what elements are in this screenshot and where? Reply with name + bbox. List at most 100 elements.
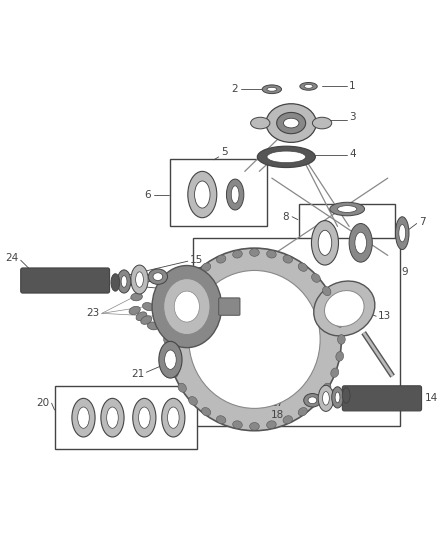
Text: 6: 6 xyxy=(145,190,151,199)
Ellipse shape xyxy=(111,274,120,291)
Ellipse shape xyxy=(189,397,198,405)
Ellipse shape xyxy=(322,383,331,392)
Text: 21: 21 xyxy=(131,369,145,379)
Ellipse shape xyxy=(194,181,210,208)
Ellipse shape xyxy=(117,270,131,293)
Bar xyxy=(170,159,267,227)
Text: 17: 17 xyxy=(271,398,284,408)
Text: 23: 23 xyxy=(87,309,100,318)
Ellipse shape xyxy=(336,318,344,327)
Ellipse shape xyxy=(188,171,217,217)
Ellipse shape xyxy=(318,230,332,255)
Text: 19: 19 xyxy=(236,292,249,302)
Ellipse shape xyxy=(165,352,173,361)
Ellipse shape xyxy=(138,407,150,429)
Ellipse shape xyxy=(311,273,320,282)
Ellipse shape xyxy=(311,397,320,405)
Ellipse shape xyxy=(101,398,124,437)
FancyBboxPatch shape xyxy=(343,386,421,411)
Ellipse shape xyxy=(343,387,350,403)
Text: 14: 14 xyxy=(424,393,438,403)
Text: 15: 15 xyxy=(190,255,203,265)
Bar xyxy=(54,386,198,449)
Ellipse shape xyxy=(335,392,340,403)
Ellipse shape xyxy=(72,398,95,437)
Ellipse shape xyxy=(298,408,307,416)
Ellipse shape xyxy=(141,316,152,324)
Ellipse shape xyxy=(331,368,339,377)
Ellipse shape xyxy=(338,206,357,213)
Ellipse shape xyxy=(167,407,179,429)
Ellipse shape xyxy=(170,302,178,311)
Ellipse shape xyxy=(308,397,317,403)
Ellipse shape xyxy=(325,290,364,326)
Ellipse shape xyxy=(233,421,242,429)
Ellipse shape xyxy=(336,352,344,361)
Ellipse shape xyxy=(165,350,176,369)
Text: 8: 8 xyxy=(283,212,289,222)
Ellipse shape xyxy=(131,293,142,301)
Ellipse shape xyxy=(267,87,277,91)
Ellipse shape xyxy=(338,335,345,344)
Text: 16: 16 xyxy=(271,386,284,397)
Ellipse shape xyxy=(143,302,154,311)
Ellipse shape xyxy=(283,416,293,424)
Ellipse shape xyxy=(201,408,211,416)
Ellipse shape xyxy=(159,341,182,378)
Ellipse shape xyxy=(164,279,210,335)
Ellipse shape xyxy=(331,302,339,311)
Ellipse shape xyxy=(152,301,164,309)
Ellipse shape xyxy=(283,255,293,263)
Ellipse shape xyxy=(201,263,211,271)
Ellipse shape xyxy=(189,273,198,282)
Text: 13: 13 xyxy=(378,311,391,321)
Ellipse shape xyxy=(152,265,222,348)
Text: 15: 15 xyxy=(271,376,284,386)
Ellipse shape xyxy=(164,335,171,344)
Ellipse shape xyxy=(304,393,321,407)
Ellipse shape xyxy=(318,385,334,411)
Ellipse shape xyxy=(283,118,299,128)
Ellipse shape xyxy=(277,112,306,134)
Ellipse shape xyxy=(78,407,89,429)
Bar xyxy=(193,238,400,426)
Ellipse shape xyxy=(250,423,259,430)
Ellipse shape xyxy=(399,224,406,242)
Ellipse shape xyxy=(189,270,320,408)
Ellipse shape xyxy=(304,84,313,88)
Ellipse shape xyxy=(226,179,244,210)
Ellipse shape xyxy=(330,202,364,216)
Ellipse shape xyxy=(148,321,159,330)
Ellipse shape xyxy=(167,248,341,431)
Ellipse shape xyxy=(233,251,242,258)
Ellipse shape xyxy=(170,368,178,377)
Ellipse shape xyxy=(267,421,276,429)
Ellipse shape xyxy=(312,117,332,129)
Text: 4: 4 xyxy=(349,149,356,159)
Ellipse shape xyxy=(355,232,367,254)
Ellipse shape xyxy=(396,217,409,249)
Ellipse shape xyxy=(165,318,173,327)
Ellipse shape xyxy=(178,383,186,392)
Text: 7: 7 xyxy=(419,216,425,227)
Ellipse shape xyxy=(322,287,331,296)
Ellipse shape xyxy=(174,291,199,322)
Text: 5: 5 xyxy=(222,147,228,157)
Ellipse shape xyxy=(231,186,239,203)
Ellipse shape xyxy=(262,85,282,94)
Bar xyxy=(299,204,396,281)
Text: 18: 18 xyxy=(190,267,203,277)
Ellipse shape xyxy=(121,276,127,287)
Text: 18: 18 xyxy=(271,410,284,420)
Text: 9: 9 xyxy=(401,267,408,277)
Ellipse shape xyxy=(332,387,343,408)
Ellipse shape xyxy=(322,392,329,405)
Ellipse shape xyxy=(349,223,372,262)
Text: 16: 16 xyxy=(190,286,203,296)
Text: 3: 3 xyxy=(349,112,356,122)
Ellipse shape xyxy=(133,398,156,437)
Ellipse shape xyxy=(178,287,186,296)
Ellipse shape xyxy=(129,306,140,315)
Ellipse shape xyxy=(267,151,306,163)
Ellipse shape xyxy=(153,312,165,320)
